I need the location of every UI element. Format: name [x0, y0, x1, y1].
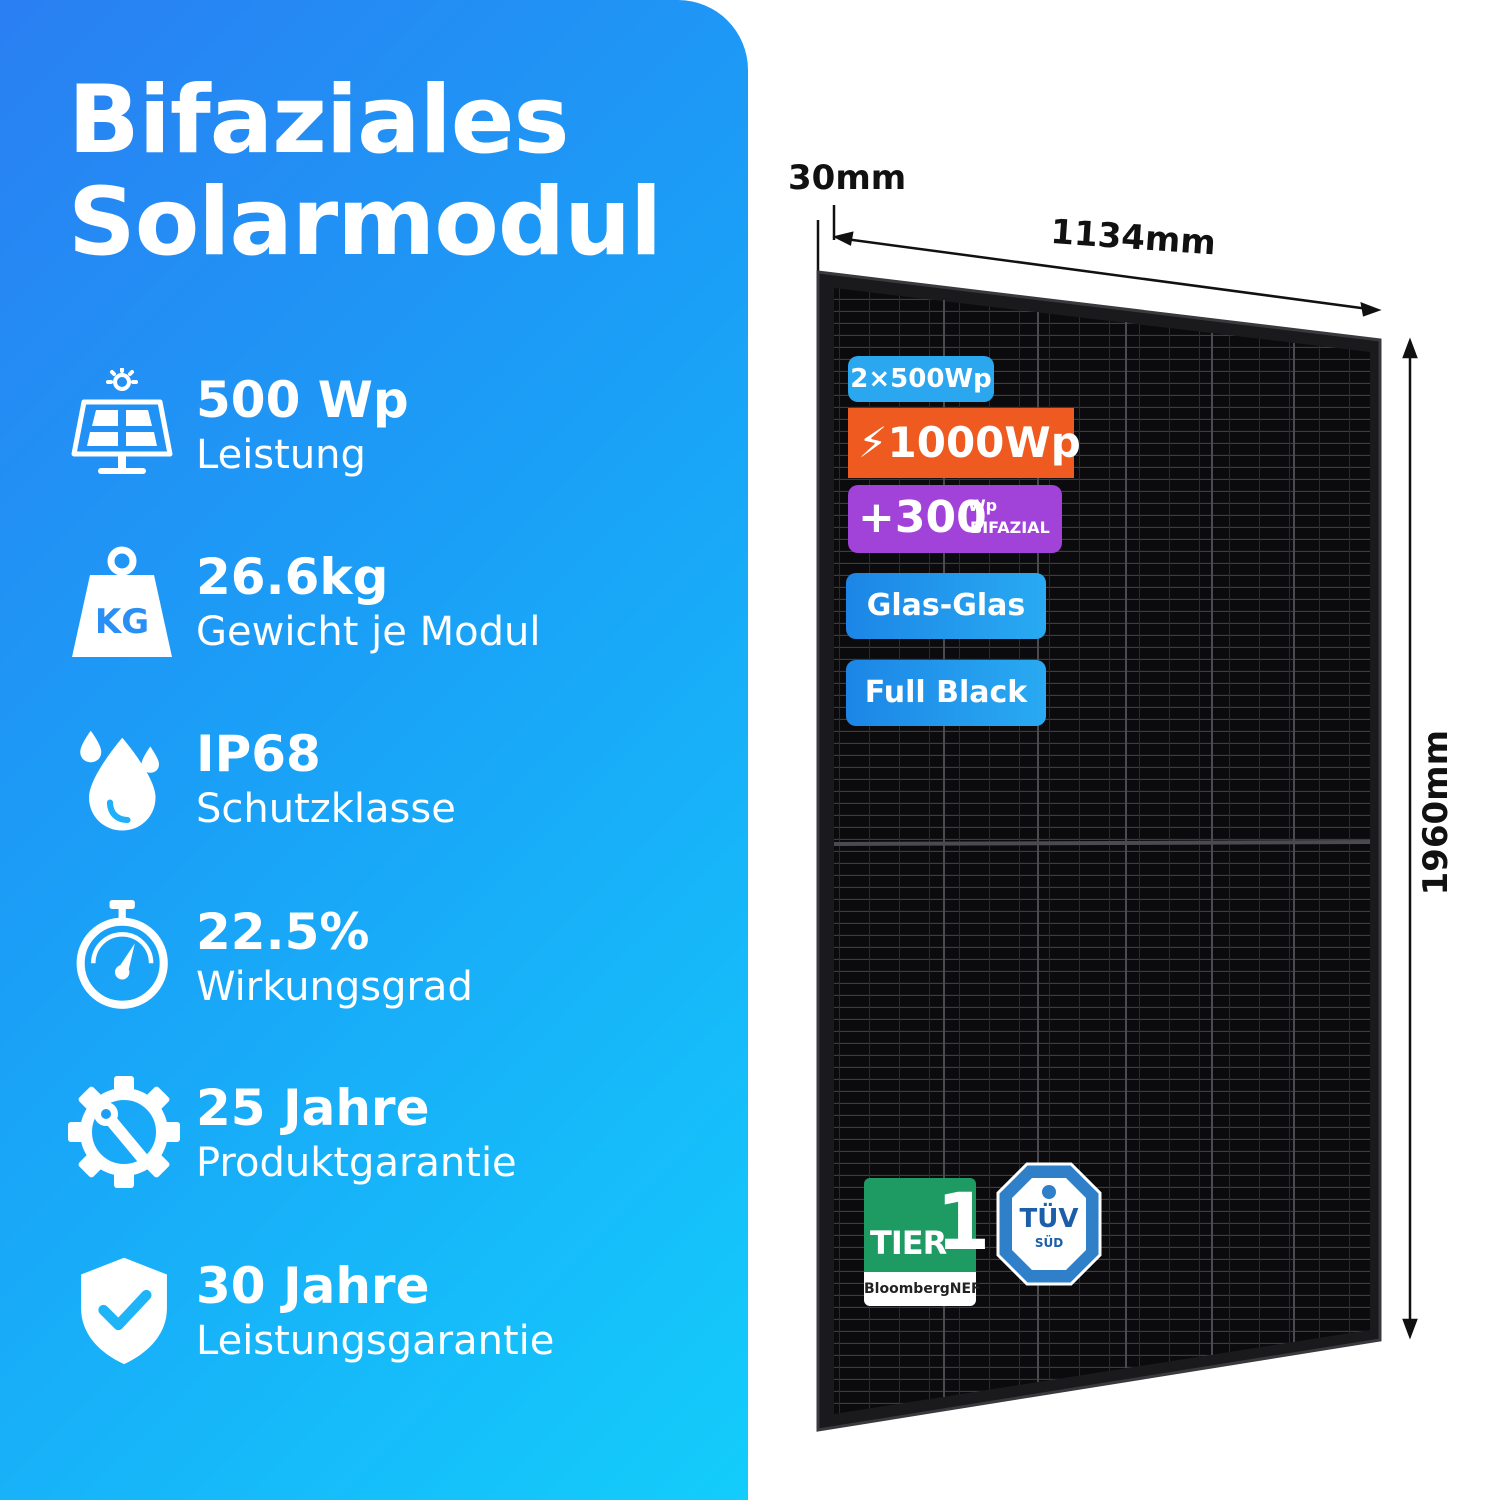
set-badge: 2×500Wp — [848, 356, 994, 402]
feature-weight: KG 26.6kg Gewicht je Modul — [68, 545, 728, 685]
power-value: 500 Wp — [196, 371, 409, 429]
tier-number: 1 — [936, 1178, 991, 1268]
tuv-main-text: TÜV — [1019, 1204, 1079, 1234]
lightning-icon: ⚡ — [858, 418, 888, 467]
power-label: Leistung — [196, 432, 366, 478]
gear-wrench-icon — [68, 1076, 180, 1188]
total-power-badge: ⚡1000Wp — [848, 408, 1081, 478]
efficiency-value: 22.5% — [196, 903, 370, 961]
bifacial-badge: +300 Wp BIFAZIAL — [848, 485, 1062, 553]
tuv-seal: TÜV SÜD — [996, 1162, 1102, 1286]
tuv-octagon-icon — [996, 1162, 1102, 1286]
weight-label: Gewicht je Modul — [196, 609, 541, 655]
glass-badge: Glas-Glas — [846, 573, 1046, 639]
svg-text:KG: KG — [95, 602, 149, 642]
tier1-badge: TIER 1 BloombergNEF — [864, 1178, 990, 1306]
bifacial-label: BIFAZIAL — [970, 518, 1050, 537]
efficiency-label: Wirkungsgrad — [196, 964, 473, 1010]
feature-efficiency: 22.5% Wirkungsgrad — [68, 900, 728, 1040]
feature-product-warranty: 25 Jahre Produktgarantie — [68, 1076, 728, 1216]
feature-panel: Bifaziales Solarmodul 500 Wp Leistung KG… — [0, 0, 748, 1500]
shield-check-icon — [81, 1257, 167, 1365]
tier1-box — [864, 1178, 976, 1272]
performance-warranty-label: Leistungsgarantie — [196, 1318, 555, 1364]
dimension-lines — [816, 205, 1418, 1340]
bifacial-unit: Wp — [968, 496, 998, 515]
kg-weight-icon: KG — [72, 546, 172, 657]
performance-warranty-value: 30 Jahre — [196, 1257, 430, 1315]
protection-label: Schutzklasse — [196, 786, 456, 832]
bifacial-value: +300 — [858, 492, 987, 543]
tier-word: TIER — [870, 1224, 947, 1262]
product-warranty-label: Produktgarantie — [196, 1140, 517, 1186]
protection-value: IP68 — [196, 725, 321, 783]
stopwatch-gauge-icon — [76, 900, 168, 1009]
color-badge: Full Black — [846, 660, 1046, 726]
title-line-2: Solarmodul — [68, 168, 662, 277]
tuv-sub-text: SÜD — [1034, 1236, 1064, 1250]
panel-cells — [834, 288, 1370, 1414]
water-drops-icon — [80, 730, 159, 831]
feature-protection: IP68 Schutzklasse — [68, 722, 728, 862]
feature-power: 500 Wp Leistung — [68, 368, 728, 508]
total-power-text: 1000Wp — [887, 418, 1081, 467]
page-title: Bifaziales Solarmodul — [68, 66, 662, 277]
feature-performance-warranty: 30 Jahre Leistungsgarantie — [68, 1254, 728, 1394]
solar-panel-sun-icon — [71, 368, 173, 474]
height-label: 1960mm — [1416, 730, 1500, 895]
height-label-text: 1960mm — [1416, 730, 1456, 896]
weight-value: 26.6kg — [196, 548, 389, 606]
title-line-1: Bifaziales — [68, 66, 569, 175]
thickness-label: 30mm — [788, 158, 907, 198]
tier-source: BloombergNEF — [864, 1272, 981, 1306]
product-warranty-value: 25 Jahre — [196, 1079, 430, 1137]
